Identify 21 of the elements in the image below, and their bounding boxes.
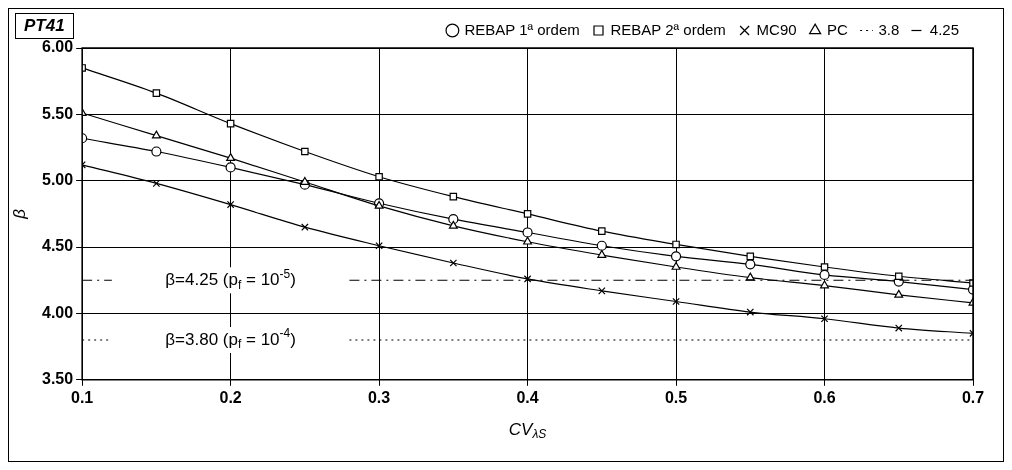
legend-label: 3.8 — [878, 20, 900, 38]
x-tick-label: 0.3 — [367, 388, 391, 406]
y-tick-label: 6.00 — [42, 38, 74, 56]
x-tick-label: 0.7 — [961, 388, 985, 406]
chart-title: PT41 — [15, 13, 74, 39]
legend-label: 4.25 — [929, 20, 960, 38]
legend-label: PC — [827, 20, 849, 38]
legend-label: REBAP 2ª ordem — [610, 20, 726, 38]
x-tick-label: 0.5 — [664, 388, 688, 406]
y-tick-label: 5.00 — [42, 171, 74, 189]
y-tick-label: 4.00 — [42, 303, 74, 321]
legend-label: MC90 — [756, 20, 797, 38]
x-tick-label: 0.6 — [813, 388, 836, 406]
x-tick-label: 0.2 — [219, 388, 242, 406]
y-axis-title: β — [9, 208, 29, 220]
y-tick-label: 5.50 — [42, 104, 74, 122]
y-tick-label: 3.50 — [42, 370, 74, 388]
legend-label: REBAP 1ª ordem — [464, 20, 580, 38]
x-tick-label: 0.1 — [71, 388, 94, 406]
x-tick-label: 0.4 — [516, 388, 539, 406]
y-tick-label: 4.50 — [42, 237, 74, 255]
